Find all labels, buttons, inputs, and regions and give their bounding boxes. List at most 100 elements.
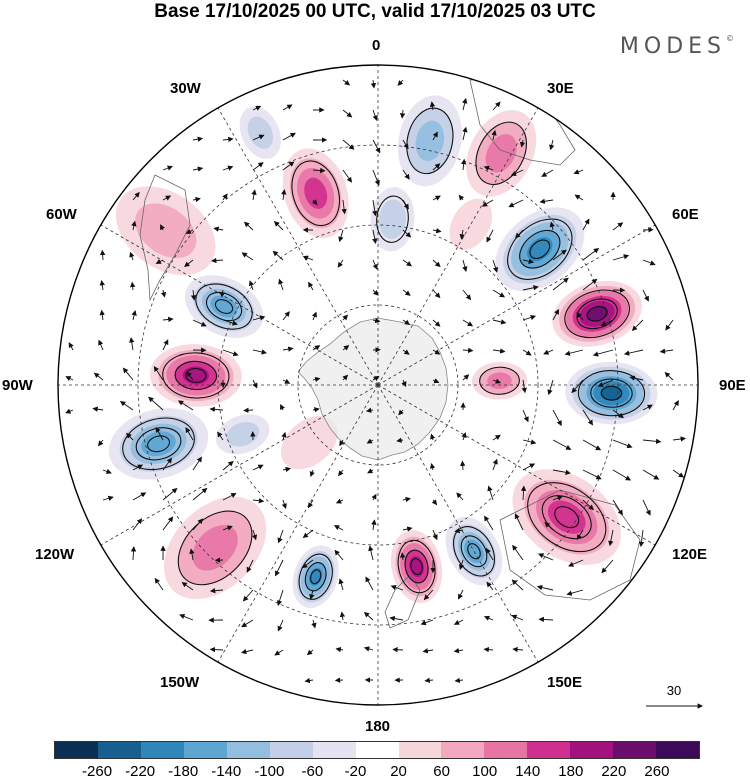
meridian-line [217, 107, 379, 386]
south-america-coast [139, 174, 191, 302]
wind-vector [456, 492, 464, 501]
colorbar-tick-label: -140 [211, 763, 242, 780]
wind-vector [370, 79, 377, 89]
wind-vector [282, 378, 291, 384]
wind-vector [280, 403, 285, 411]
wind-vector [372, 317, 381, 324]
wind-vector [192, 487, 208, 501]
contour-line [376, 195, 409, 243]
wind-vector [312, 167, 326, 174]
contour-line [577, 370, 646, 417]
wind-vector [512, 544, 524, 561]
wind-vector [102, 495, 114, 501]
wind-vector [65, 376, 74, 382]
contour-line [529, 239, 551, 260]
wind-vector [453, 619, 464, 625]
lon-label-90e: 90E [719, 377, 746, 394]
colorbar-tick-label: 180 [558, 763, 584, 780]
colorbar-tick-label: -220 [125, 763, 156, 780]
wind-vector [99, 309, 105, 321]
wind-vector [432, 228, 442, 234]
chart-title: Base 17/10/2025 00 UTC, valid 17/10/2025… [154, 1, 596, 22]
wind-vector [522, 258, 535, 264]
wind-vector [432, 163, 441, 171]
contour-line [410, 557, 423, 576]
contour-line [452, 526, 496, 577]
wind-vector [552, 409, 562, 427]
wind-vector [483, 646, 494, 653]
contour-line [507, 218, 573, 280]
lon-label-60w: 60W [46, 206, 77, 223]
contour-line [310, 569, 322, 585]
wind-vector [302, 529, 314, 539]
wind-vector [222, 319, 238, 326]
anomaly-level [226, 421, 260, 447]
wind-vector [432, 378, 440, 384]
wind-vector [402, 199, 409, 210]
wind-vector [492, 378, 502, 384]
colorbar-tick-label: -60 [301, 763, 324, 780]
wind-vector [209, 406, 224, 413]
colorbar-tick-label: -100 [254, 763, 285, 780]
anomaly-level [247, 116, 274, 149]
contour-line [600, 385, 623, 401]
wind-vector [642, 469, 660, 480]
wind-vector [608, 529, 614, 547]
wind-vector [192, 518, 203, 531]
anomaly-level [192, 525, 238, 571]
colorbar-swatch [398, 742, 442, 758]
wind-vector [162, 316, 174, 323]
lon-label-30w: 30W [170, 80, 201, 97]
wind-vector [185, 228, 194, 234]
wind-vectors [65, 79, 686, 684]
wind-vector [492, 348, 506, 354]
contour-lines [122, 107, 646, 600]
contour-line [576, 298, 618, 330]
wind-vector [154, 577, 164, 591]
wind-vector [252, 315, 266, 321]
colorbar-swatch [183, 742, 227, 758]
wind-vector [252, 379, 258, 389]
contour-line [147, 435, 171, 453]
wind-vector [304, 677, 314, 684]
wind-vector [547, 379, 554, 396]
contour-line [406, 107, 454, 175]
wind-vector [536, 584, 554, 591]
wind-vector [453, 648, 464, 654]
wind-vector [241, 648, 254, 655]
wind-vector [281, 431, 287, 441]
wind-vector [397, 79, 404, 86]
wind-vector [282, 104, 293, 111]
wind-vector [363, 611, 374, 621]
wind-vector [162, 457, 173, 471]
wind-vector [549, 139, 555, 151]
wind-vector [130, 546, 137, 561]
wind-vector [597, 379, 614, 387]
wind-vector [432, 529, 438, 541]
wind-vector [338, 578, 344, 591]
wind-vector [402, 259, 413, 267]
wind-vector [312, 376, 321, 383]
wind-vector [371, 519, 377, 531]
wind-vector [491, 129, 497, 141]
wind-vector [162, 339, 169, 351]
meridian-line [377, 224, 656, 386]
wind-vector [576, 529, 584, 541]
wind-vector [277, 619, 284, 632]
wind-vector [512, 646, 524, 653]
contour-line [205, 291, 243, 322]
wind-vector [338, 469, 344, 477]
wind-vector [400, 552, 406, 561]
wind-vector [132, 191, 140, 201]
wind-vector [209, 646, 224, 653]
wind-vector [365, 407, 374, 413]
colorbar-tick-label: 100 [472, 763, 498, 780]
contour-line [162, 352, 230, 399]
colorbar-swatch [226, 742, 270, 758]
wind-vector [462, 126, 468, 141]
wind-vector [251, 189, 257, 201]
wind-vector [276, 589, 284, 606]
contour-line [298, 553, 333, 600]
wind-vector [312, 407, 320, 413]
lon-label-150e: 150E [547, 674, 583, 691]
